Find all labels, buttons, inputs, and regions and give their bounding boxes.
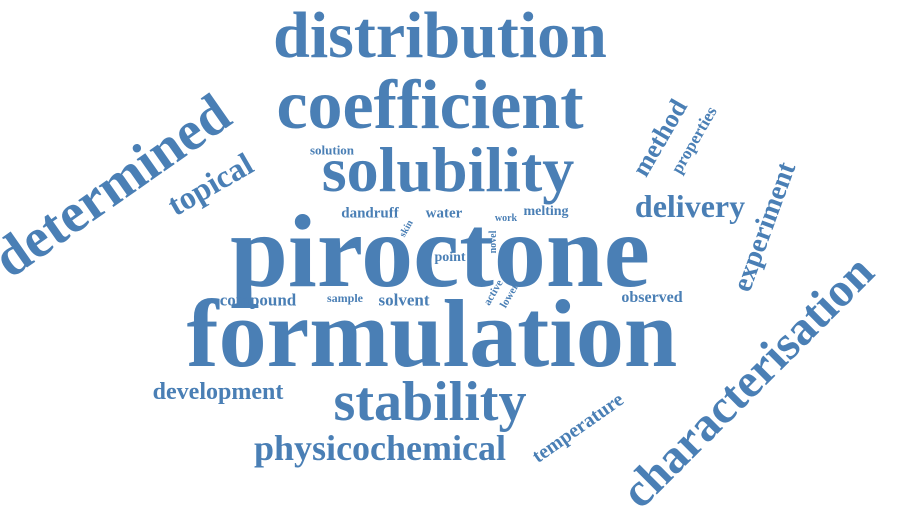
word-solution: solution <box>309 142 355 158</box>
word-coefficient: coefficient <box>276 67 584 144</box>
word-point: point <box>434 250 466 265</box>
word-temperature: temperature <box>528 388 628 468</box>
word-dandruff: dandruff <box>341 205 399 222</box>
word-piroctone: piroctone <box>230 194 650 309</box>
word-experiment: experiment <box>726 157 803 296</box>
word-distribution: distribution <box>273 0 607 72</box>
word-sample: sample <box>327 291 363 305</box>
word-melting: melting <box>523 204 569 219</box>
word-physicochemical: physicochemical <box>254 428 506 468</box>
word-water: water <box>425 205 463 222</box>
word-stability: stability <box>333 371 527 433</box>
word-novel: novel <box>488 230 499 254</box>
word-delivery: delivery <box>634 188 746 224</box>
word-solvent: solvent <box>378 290 430 310</box>
word-solubility: solubility <box>321 134 575 205</box>
word-compound: compound <box>219 290 297 310</box>
word-work: work <box>494 213 518 224</box>
word-development: development <box>152 379 284 405</box>
word-formulation: formulation <box>186 280 678 387</box>
word-observed: observed <box>621 289 683 306</box>
